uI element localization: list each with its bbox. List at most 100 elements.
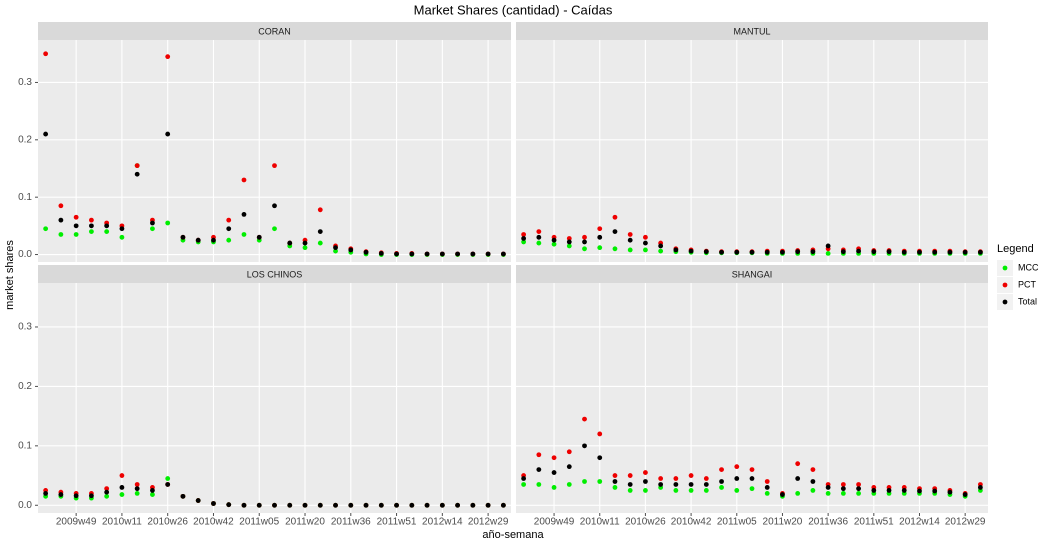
point (977, 485, 983, 490)
point (134, 163, 140, 169)
point (317, 240, 323, 246)
point (470, 502, 476, 508)
point (536, 240, 542, 246)
y-tick-label: 0.0 (18, 249, 32, 260)
point (536, 229, 542, 234)
point (780, 492, 785, 497)
point (165, 476, 171, 481)
point (521, 239, 527, 245)
y-tick-label: 0.2 (18, 381, 32, 392)
point (104, 229, 110, 234)
point (582, 234, 587, 240)
x-axis-title: año-semana (482, 529, 544, 541)
y-tick-label: 0.2 (18, 134, 32, 145)
point (43, 51, 49, 57)
point (302, 502, 308, 508)
point (348, 247, 354, 253)
point (658, 248, 664, 254)
point (363, 249, 369, 255)
x-tick-label: 2012w29 (945, 517, 986, 528)
point (886, 249, 892, 255)
point (424, 502, 430, 508)
point (43, 490, 49, 496)
point (363, 502, 369, 508)
point (333, 245, 338, 251)
point (627, 488, 633, 493)
point (825, 490, 831, 496)
point (439, 502, 445, 508)
point (536, 482, 542, 487)
point (119, 234, 125, 240)
point (521, 476, 527, 481)
point (241, 211, 247, 217)
point (394, 502, 399, 508)
point (597, 234, 603, 240)
point (612, 246, 618, 252)
point (317, 207, 323, 213)
point (241, 177, 247, 183)
point (688, 482, 694, 487)
x-tick-label: 2011w51 (854, 517, 894, 528)
facet-strip (516, 22, 988, 40)
point (856, 482, 861, 487)
point (195, 237, 201, 243)
point (226, 237, 232, 243)
point (226, 217, 232, 223)
point (43, 131, 49, 137)
point (932, 249, 938, 255)
point (58, 492, 64, 497)
point (871, 249, 877, 255)
point (719, 249, 724, 255)
point (241, 502, 247, 508)
x-tick-label: 2010w11 (580, 517, 620, 528)
point (394, 251, 399, 257)
point (226, 502, 232, 508)
point (643, 247, 648, 253)
point (211, 237, 216, 243)
point (500, 251, 506, 257)
point (241, 232, 247, 237)
point (566, 239, 572, 245)
point (551, 485, 557, 490)
point (424, 251, 430, 257)
facet-title: MANTUL (733, 26, 770, 36)
point (734, 476, 740, 481)
point (597, 245, 603, 251)
y-tick-label: 0.3 (18, 322, 32, 333)
point (582, 246, 587, 252)
facet-strip (38, 22, 511, 40)
point (795, 249, 801, 255)
point (597, 431, 603, 437)
point (703, 488, 709, 493)
point (627, 232, 633, 237)
point (89, 223, 94, 229)
point (165, 220, 171, 226)
point (551, 237, 557, 243)
point (566, 236, 572, 241)
point (932, 488, 938, 494)
x-tick-label: 2009w49 (56, 517, 97, 528)
x-tick-label: 2011w05 (239, 517, 279, 528)
point (749, 467, 755, 473)
point (104, 223, 110, 229)
point (947, 249, 953, 255)
point (627, 247, 633, 253)
point (627, 473, 633, 478)
facet-title: SHANGAI (732, 269, 773, 279)
point (378, 502, 384, 508)
panel-background (38, 40, 511, 262)
x-tick-label: 2011w20 (763, 517, 803, 528)
point (566, 243, 572, 249)
point (104, 486, 110, 492)
point (348, 502, 354, 508)
point (597, 455, 603, 461)
point (886, 488, 892, 493)
point (150, 220, 155, 226)
x-tick-label: 2011w51 (377, 517, 417, 528)
point (658, 476, 664, 481)
y-tick-label: 0.3 (18, 77, 32, 88)
legend-title: Legend (997, 243, 1034, 255)
legend-marker (1002, 299, 1008, 305)
point (104, 489, 110, 495)
